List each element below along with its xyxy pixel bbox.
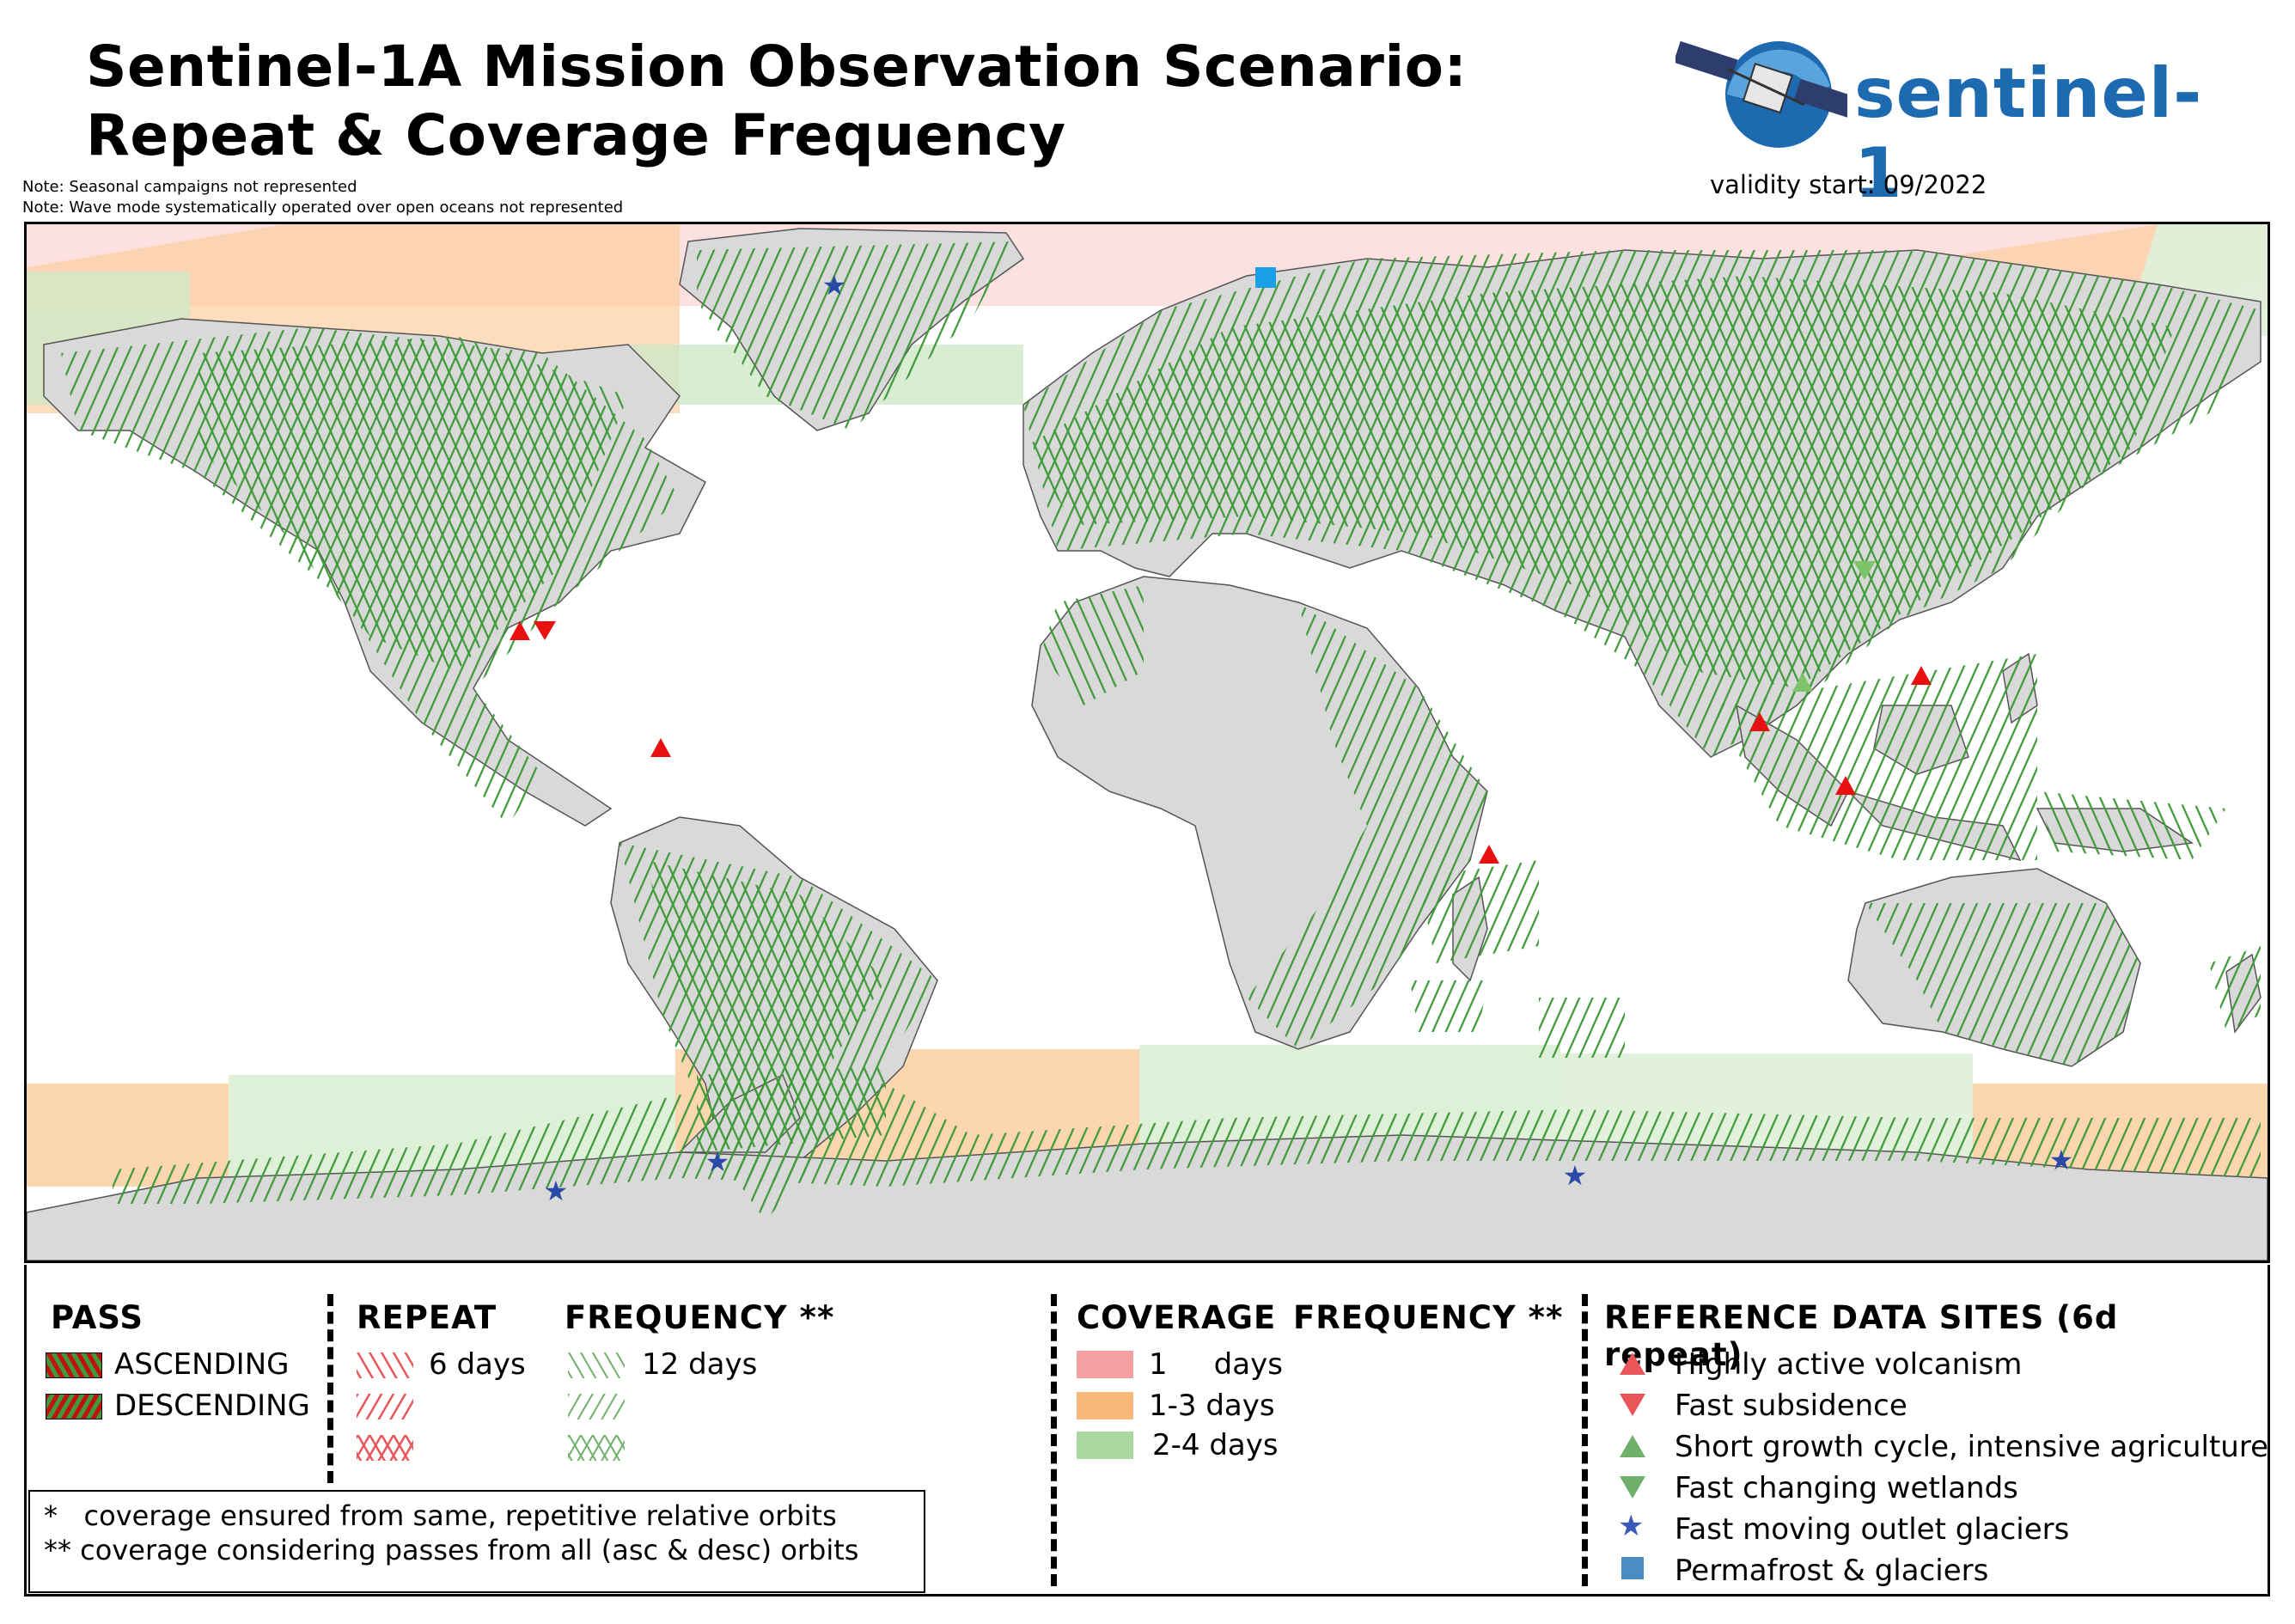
glacier-marker: ★ — [1563, 1159, 1588, 1192]
volcano-marker — [1479, 845, 1499, 864]
legend-site-permafrost: Permafrost & glaciers — [1675, 1554, 1989, 1588]
freq-both-swatch — [568, 1435, 625, 1461]
triangle-down-icon — [1620, 1476, 1645, 1499]
agriculture-marker — [1792, 673, 1813, 692]
footnote-box: * coverage ensured from same, repetitive… — [28, 1490, 925, 1593]
subsidence-marker — [534, 621, 556, 640]
title: Sentinel-1A Mission Observation Scenario… — [86, 33, 1467, 170]
volcano-marker — [1749, 712, 1770, 731]
volcano-marker — [510, 621, 530, 640]
star-icon: ★ — [1618, 1509, 1645, 1543]
title-line-1: Sentinel-1A Mission Observation Scenario… — [86, 34, 1468, 100]
notes: Note: Seasonal campaigns not represented… — [22, 177, 623, 218]
legend-site-agriculture: Short growth cycle, intensive agricultur… — [1675, 1430, 2269, 1464]
glacier-marker: ★ — [822, 269, 847, 302]
triangle-up-icon — [1620, 1435, 1645, 1457]
legend-repeat-6days: 6 days — [429, 1347, 526, 1382]
legend-reference-heading: REFERENCE DATA SITES (6d repeat) — [1604, 1299, 2119, 1373]
repeat-desc-swatch — [357, 1394, 413, 1419]
title-line-2: Repeat & Coverage Frequency — [86, 102, 1066, 168]
glacier-marker: ★ — [544, 1175, 569, 1207]
legend-repeat-heading: REPEAT — [357, 1299, 497, 1336]
sentinel-logo: sentinel-1 — [1675, 34, 2201, 213]
volcano-marker — [650, 738, 671, 757]
ascending-swatch — [46, 1352, 102, 1378]
permafrost-marker — [1255, 267, 1276, 288]
legend-coverage-2-4days: 2-4 days — [1152, 1428, 1279, 1462]
legend-descending: DESCENDING — [114, 1389, 310, 1423]
swath-coverage — [61, 241, 2261, 1221]
legend: PASS ASCENDING DESCENDING REPEAT 6 days … — [24, 1265, 2270, 1597]
descending-swatch — [46, 1394, 102, 1419]
divider-2 — [1051, 1294, 1057, 1586]
square-icon — [1621, 1557, 1644, 1579]
note-wave-mode: Note: Wave mode systematically operated … — [22, 198, 624, 217]
freq-asc-swatch — [568, 1352, 625, 1378]
legend-coverage-heading: COVERAGE — [1077, 1299, 1277, 1336]
world-map: ★ ★ ★ ★ ★ — [24, 222, 2270, 1263]
divider-1 — [327, 1294, 333, 1483]
satellite-icon — [1675, 40, 1847, 148]
glacier-marker: ★ — [2049, 1144, 2074, 1176]
legend-site-wetlands: Fast changing wetlands — [1675, 1471, 2018, 1505]
coverage-1day-swatch — [1077, 1351, 1133, 1378]
legend-site-volcanism: Highly active volcanism — [1675, 1347, 2023, 1382]
wetlands-marker — [1853, 561, 1876, 580]
repeat-both-swatch — [357, 1435, 413, 1461]
legend-frequency-heading: FREQUENCY ** — [565, 1299, 835, 1336]
footnote-2: ** coverage considering passes from all … — [44, 1534, 859, 1566]
legend-pass-heading: PASS — [51, 1299, 143, 1336]
volcano-marker — [1911, 666, 1932, 685]
reference-markers: ★ ★ ★ ★ ★ — [510, 267, 2073, 1207]
glacier-marker: ★ — [705, 1145, 730, 1178]
validity-start: validity start: 09/2022 — [1710, 170, 1987, 199]
legend-frequency-12days: 12 days — [642, 1347, 758, 1382]
triangle-up-icon — [1620, 1352, 1645, 1375]
repeat-asc-swatch — [357, 1352, 413, 1378]
legend-coverage-frequency-heading: FREQUENCY ** — [1293, 1299, 1564, 1336]
triangle-down-icon — [1620, 1394, 1645, 1416]
legend-coverage-1-3days: 1-3 days — [1149, 1389, 1275, 1423]
divider-3 — [1582, 1294, 1588, 1586]
legend-coverage-1day: 1 days — [1149, 1347, 1283, 1382]
freq-desc-swatch — [568, 1394, 625, 1419]
footnote-1: * coverage ensured from same, repetitive… — [44, 1499, 837, 1532]
volcano-marker — [1835, 776, 1856, 795]
map-canvas: ★ ★ ★ ★ ★ — [27, 224, 2268, 1261]
note-seasonal: Note: Seasonal campaigns not represented — [22, 178, 357, 196]
legend-site-subsidence: Fast subsidence — [1675, 1389, 1907, 1423]
coverage-2-4days-swatch — [1077, 1432, 1133, 1459]
legend-ascending: ASCENDING — [114, 1347, 290, 1382]
logo-text: sentinel-1 — [1854, 53, 2203, 213]
coverage-1-3days-swatch — [1077, 1392, 1133, 1419]
legend-site-glaciers: Fast moving outlet glaciers — [1675, 1512, 2070, 1547]
